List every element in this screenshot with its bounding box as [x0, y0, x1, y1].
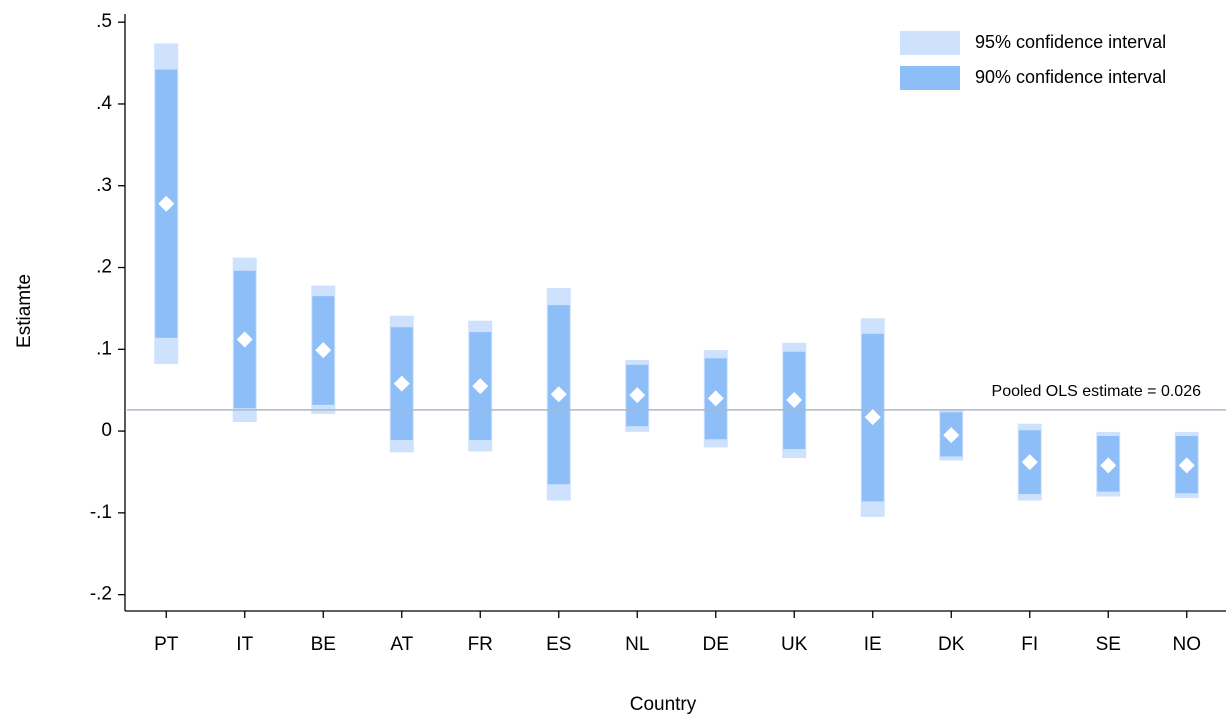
legend-label: 95% confidence interval — [975, 32, 1166, 52]
estimate-marker — [1100, 457, 1117, 474]
x-tick-label: SE — [1096, 634, 1121, 655]
legend-label: 90% confidence interval — [975, 67, 1166, 87]
estimate-marker — [472, 378, 489, 395]
y-tick-label: .1 — [96, 338, 112, 359]
estimate-marker — [707, 390, 724, 407]
y-tick-label: .2 — [96, 257, 112, 278]
estimate-marker — [158, 195, 175, 212]
estimate-marker — [943, 427, 960, 444]
x-tick-label: UK — [781, 634, 808, 655]
x-tick-label: AT — [390, 634, 413, 655]
y-tick-label: .5 — [96, 11, 112, 32]
x-tick-label: ES — [546, 634, 571, 655]
x-tick-label: IT — [236, 634, 253, 655]
estimate-marker — [315, 342, 332, 359]
estimate-marker — [1178, 457, 1195, 474]
estimate-marker — [393, 375, 410, 392]
reference-label: Pooled OLS estimate = 0.026 — [992, 383, 1202, 400]
estimate-marker — [864, 409, 881, 426]
x-tick-label: PT — [154, 634, 179, 655]
estimate-marker — [1021, 454, 1038, 471]
x-tick-label: FR — [468, 634, 493, 655]
x-tick-label: IE — [864, 634, 882, 655]
legend-swatch — [900, 31, 960, 55]
legend-swatch — [900, 66, 960, 90]
y-tick-label: 0 — [101, 420, 112, 441]
estimate-marker — [236, 331, 253, 348]
estimate-marker — [786, 392, 803, 409]
y-tick-label: .3 — [96, 175, 112, 196]
y-tick-label: -.1 — [90, 502, 112, 523]
x-tick-label: DE — [703, 634, 729, 655]
x-tick-label: BE — [311, 634, 336, 655]
estimate-marker — [550, 386, 567, 403]
x-tick-label: FI — [1021, 634, 1038, 655]
x-tick-label: DK — [938, 634, 965, 655]
y-tick-label: -.2 — [90, 584, 112, 605]
x-tick-label: NO — [1173, 634, 1202, 655]
y-axis-label: Estiamte — [14, 274, 35, 348]
estimate-marker — [629, 387, 646, 404]
x-axis-label: Country — [630, 694, 697, 715]
y-tick-label: .4 — [96, 93, 112, 114]
x-tick-label: NL — [625, 634, 649, 655]
